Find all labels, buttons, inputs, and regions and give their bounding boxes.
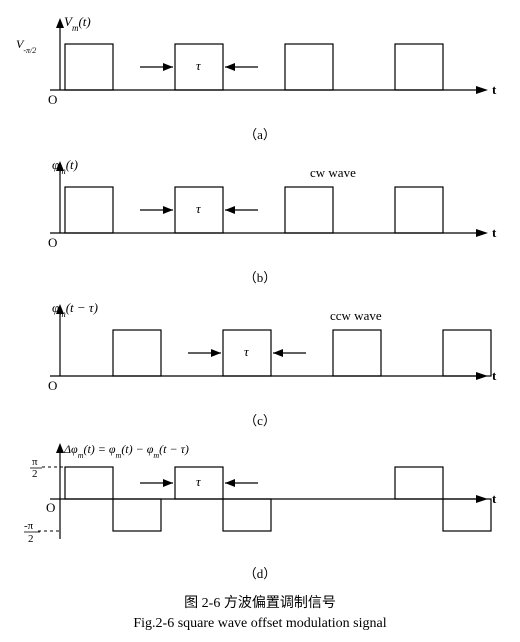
tlabel-d: t <box>492 491 497 506</box>
annot-c: ccw wave <box>330 308 382 323</box>
tau-label-b: τ <box>196 201 202 216</box>
origin-a: O <box>48 92 57 107</box>
leftlabel-a: V-π/2 <box>16 37 36 55</box>
caption-cn: 图 2-6 方波偏置调制信号 <box>10 592 510 612</box>
tau-label-c: τ <box>244 344 250 359</box>
sublabel-c: （c） <box>10 410 510 429</box>
annot-b: cw wave <box>310 165 356 180</box>
svg-text:2: 2 <box>28 533 34 545</box>
sublabel-d: （d） <box>10 563 510 582</box>
svg-text:2: 2 <box>32 468 38 480</box>
tlabel-c: t <box>492 368 497 383</box>
tau-label-d: τ <box>196 474 202 489</box>
pos-tick: π <box>32 456 38 468</box>
origin-b: O <box>48 235 57 250</box>
panel-a: τ Vm(t) V-π/2 O t <box>10 10 510 120</box>
origin-d: O <box>46 500 55 515</box>
panel-d: τ π 2 -π 2 Δφm(t) = φm(t) − φm(t − τ) O … <box>10 439 510 559</box>
panel-a-svg: τ Vm(t) V-π/2 O t <box>10 10 510 120</box>
ylabel-b: φm(t) <box>52 157 78 176</box>
panel-c: τ φm(t − τ) O t ccw wave <box>10 296 510 406</box>
sublabel-a: （a） <box>10 124 510 143</box>
panel-b-svg: τ φm(t) O t cw wave <box>10 153 510 263</box>
tlabel-b: t <box>492 225 497 240</box>
ylabel-a: Vm(t) <box>64 14 91 33</box>
tau-label-a: τ <box>196 58 202 73</box>
ylabel-c: φm(t − τ) <box>52 300 98 319</box>
sublabel-b: （b） <box>10 267 510 286</box>
neg-tick: -π <box>24 520 34 532</box>
panel-c-svg: τ φm(t − τ) O t ccw wave <box>10 296 510 406</box>
panel-d-svg: τ π 2 -π 2 Δφm(t) = φm(t) − φm(t − τ) O … <box>10 439 510 559</box>
caption-en: Fig.2-6 square wave offset modulation si… <box>10 616 510 632</box>
ylabel-d: Δφm(t) = φm(t) − φm(t − τ) <box>63 442 189 460</box>
panel-b: τ φm(t) O t cw wave <box>10 153 510 263</box>
origin-c: O <box>48 378 57 393</box>
tlabel-a: t <box>492 82 497 97</box>
